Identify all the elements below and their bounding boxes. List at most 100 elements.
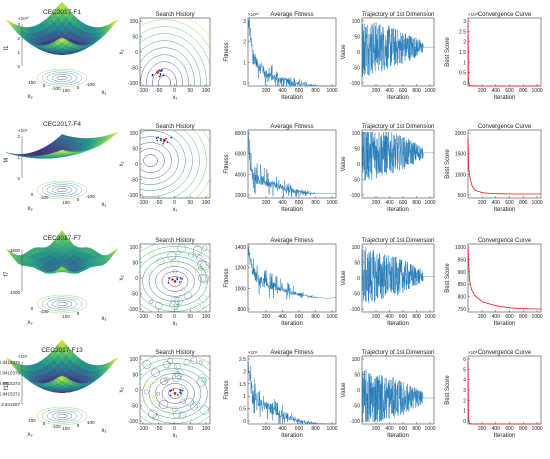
- conv-x-ticklabel: 1000: [531, 314, 542, 320]
- history-point: [161, 69, 163, 71]
- traj-xlabel: Iteration: [387, 95, 409, 101]
- history-local-contour: [168, 362, 177, 371]
- traj-y-ticklabel: 100: [352, 19, 361, 25]
- avg-y-ticklabel: 1: [243, 60, 246, 66]
- conv-y-ticklabel: 1500: [455, 152, 466, 158]
- history-local-contour: [156, 391, 160, 396]
- conv-y-ticklabel: 4: [463, 378, 466, 384]
- history-x-ticklabel: 100: [202, 200, 211, 206]
- surface-x2-ticklabel: -100: [51, 86, 61, 91]
- history-local-contour: [149, 299, 154, 304]
- conv-y-ticklabel: 850: [458, 282, 467, 288]
- convergence-line: [467, 137, 541, 195]
- conv-x-ticklabel: 800: [519, 426, 528, 432]
- history-contour: [140, 363, 210, 424]
- conv-exponent: ×10¹⁰: [468, 12, 479, 17]
- history-local-contour: [142, 360, 152, 369]
- history-local-contour: [152, 414, 159, 421]
- traj-x-ticklabel: 1000: [424, 200, 435, 206]
- avg-fitness-line: [247, 130, 336, 198]
- history-point: [170, 136, 172, 139]
- traj-y-ticklabel: -100: [350, 81, 360, 87]
- surface-z-ticklabel: 3: [17, 22, 20, 27]
- surface-x2-ticklabel: 0: [43, 421, 46, 426]
- history-local-contour: [194, 303, 201, 310]
- history-point: [179, 391, 181, 394]
- history-axes-1: [139, 17, 211, 87]
- avg-y-ticklabel: 0: [243, 419, 246, 425]
- history-contour: [140, 148, 165, 173]
- surface-x1-ticklabel: 0: [77, 311, 80, 316]
- surface-x2-ticklabel: -100: [39, 195, 49, 200]
- traj-title: Trajectory of 1st Dimension: [362, 12, 435, 18]
- history-xlabel: x₁: [172, 321, 177, 327]
- history-contour: [140, 142, 172, 179]
- history-local-contour: [164, 377, 170, 383]
- history-local-contour: [167, 358, 173, 364]
- conv-ylabel: Best Score: [445, 37, 451, 67]
- avg-xlabel: Iteration: [281, 321, 303, 327]
- trajectory-line: [361, 131, 434, 181]
- avg-x-ticklabel: 600: [295, 426, 304, 432]
- history-point: [178, 281, 181, 283]
- history-contour: [140, 40, 201, 86]
- surface-x1-ticklabel: 0: [77, 197, 80, 202]
- surface-z-ticklabel: 1600: [10, 248, 21, 253]
- surface-x1-ticklabel: -100: [85, 194, 95, 199]
- history-x-ticklabel: 0: [173, 88, 176, 94]
- history-point: [162, 74, 165, 76]
- history-ylabel: x₂: [119, 161, 125, 167]
- surface-x1-ticklabel: -100: [85, 82, 95, 87]
- surface-zlabel: f7: [4, 271, 10, 277]
- history-local-contour: [172, 303, 178, 309]
- history-contour: [158, 75, 171, 86]
- avg-fitness-line: [247, 244, 337, 300]
- history-point: [160, 74, 162, 76]
- traj-y-ticklabel: 0: [357, 50, 360, 56]
- history-local-contour: [169, 252, 177, 259]
- history-ylabel: x₂: [119, 275, 125, 281]
- history-point: [160, 70, 163, 72]
- history-local-contour: [151, 368, 160, 377]
- surface-x1-ticklabel: -100: [85, 420, 95, 425]
- history-local-contour: [196, 255, 204, 262]
- history-local-contour: [198, 360, 203, 365]
- history-contours: [140, 243, 210, 312]
- avg-y-ticklabel: 6000: [235, 152, 246, 158]
- conv-x-ticklabel: 400: [492, 88, 501, 94]
- history-local-contour: [154, 301, 163, 310]
- avg-x-ticklabel: 800: [311, 426, 320, 432]
- surface-z-ticklabel: 2.841557: [1, 402, 20, 407]
- traj-x-ticklabel: 1000: [424, 88, 435, 94]
- avg-ylabel: Fitness: [224, 380, 230, 399]
- convergence-line: [467, 247, 541, 310]
- history-local-contour: [199, 405, 209, 415]
- surface-x1-ticklabel: 0: [77, 423, 80, 428]
- surface-x1-ticklabel: 100: [62, 426, 70, 431]
- avg-y-ticklabel: 3: [243, 19, 246, 25]
- traj-x-ticklabel: 200: [372, 314, 381, 320]
- traj-ylabel: Value: [341, 382, 347, 398]
- history-x-ticklabel: 50: [187, 88, 193, 94]
- conv-x-ticklabel: 400: [492, 426, 501, 432]
- history-local-contour: [174, 363, 181, 370]
- history-y-ticklabel: 50: [132, 261, 138, 267]
- traj-x-ticklabel: 200: [372, 200, 381, 206]
- history-y-ticklabel: 0: [135, 388, 138, 394]
- avg-x-ticklabel: 1000: [326, 88, 337, 94]
- history-local-contour: [169, 300, 179, 310]
- conv-y-ticklabel: 750: [458, 307, 467, 313]
- history-y-ticklabel: -100: [128, 81, 138, 87]
- history-contour: [140, 136, 179, 185]
- history-local-contour: [188, 251, 195, 258]
- avg-ylabel: Fitness: [224, 268, 230, 287]
- history-local-contour: [190, 402, 198, 411]
- history-local-contour: [171, 373, 181, 382]
- history-local-contour: [197, 259, 207, 269]
- history-title: Search History: [155, 12, 194, 18]
- history-x-ticklabel: 0: [173, 200, 176, 206]
- surface-contour: [51, 412, 73, 420]
- surface-title: CEC2017-F1: [43, 9, 81, 16]
- conv-y-ticklabel: 2000: [455, 131, 466, 137]
- history-contour: [161, 383, 189, 404]
